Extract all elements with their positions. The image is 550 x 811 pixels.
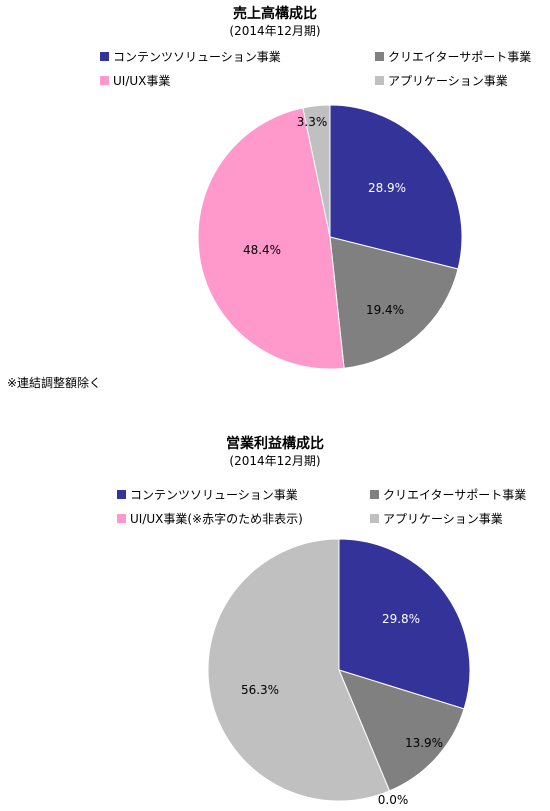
operating-profit-pie: 29.8% 13.9% 0.0% 56.3%	[207, 538, 471, 807]
chart-subtitle: (2014年12月期)	[229, 454, 321, 468]
data-label-ui-ux: 48.4%	[243, 243, 281, 257]
legend-label: コンテンツソリューション事業	[113, 50, 281, 64]
pie-slice-ui-ux	[197, 107, 345, 370]
pie-slice-contents-solution	[329, 104, 463, 270]
legend-item-ui-ux: UI/UX事業	[100, 74, 170, 88]
legend-swatch	[100, 76, 109, 85]
legend-swatch	[100, 52, 109, 61]
legend-item-ui-ux: UI/UX事業(※赤字のため非表示)	[117, 512, 303, 526]
pie-slice-application	[207, 538, 391, 802]
legend-item-contents-solution: コンテンツソリューション事業	[100, 50, 281, 64]
sales-pie: 28.9% 19.4% 48.4% 3.3%	[197, 104, 463, 370]
legend-label: アプリケーション事業	[383, 512, 503, 526]
legend-label: コンテンツソリューション事業	[130, 488, 298, 502]
chart-title: 営業利益構成比	[226, 436, 324, 452]
pie-slice-contents-solution	[338, 538, 471, 710]
operating-profit-composition-chart: 営業利益構成比 (2014年12月期) コンテンツソリューション事業 クリエイタ…	[0, 432, 550, 811]
data-label-application: 3.3%	[297, 115, 328, 129]
data-label-creator-support: 13.9%	[405, 736, 443, 750]
sales-composition-chart: 売上高構成比 (2014年12月期) コンテンツソリューション事業 クリエイター…	[0, 0, 550, 400]
legend-swatch	[117, 514, 126, 523]
legend-label: アプリケーション事業	[388, 74, 508, 88]
legend-item-creator-support: クリエイターサポート事業	[370, 488, 526, 502]
legend-item-application: アプリケーション事業	[375, 74, 508, 88]
data-label-contents-solution: 29.8%	[382, 612, 420, 626]
chart-subtitle: (2014年12月期)	[229, 24, 321, 38]
legend-item-application: アプリケーション事業	[370, 512, 503, 526]
legend-swatch	[375, 52, 384, 61]
footnote: ※連結調整額除く	[7, 376, 102, 390]
legend-swatch	[117, 490, 126, 499]
data-label-creator-support: 19.4%	[366, 303, 404, 317]
legend-swatch	[370, 490, 379, 499]
legend-item-contents-solution: コンテンツソリューション事業	[117, 488, 298, 502]
legend-item-creator-support: クリエイターサポート事業	[375, 50, 531, 64]
legend-label: クリエイターサポート事業	[383, 488, 527, 502]
pie-slice-creator-support	[329, 236, 459, 369]
pie-slice-creator-support	[338, 669, 465, 792]
legend-swatch	[370, 514, 379, 523]
data-label-contents-solution: 28.9%	[368, 181, 406, 195]
legend-swatch	[375, 76, 384, 85]
legend-label: UI/UX事業	[113, 74, 171, 88]
chart-title: 売上高構成比	[233, 6, 317, 22]
pie-slice-application	[302, 104, 331, 238]
data-label-application: 56.3%	[241, 683, 279, 697]
legend-label: クリエイターサポート事業	[388, 50, 532, 64]
data-label-ui-ux: 0.0%	[378, 793, 409, 807]
legend-label: UI/UX事業(※赤字のため非表示)	[130, 512, 303, 526]
